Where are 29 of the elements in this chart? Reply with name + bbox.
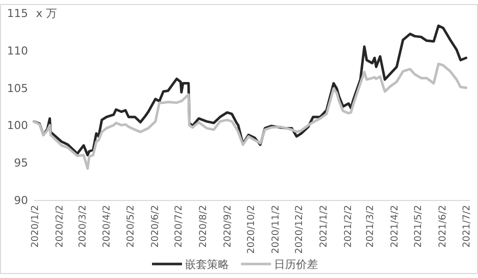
- x-tick-label: 2021/5/2: [413, 205, 424, 248]
- y-tick-label: 105: [7, 82, 28, 95]
- y-tick-label: 100: [7, 119, 28, 132]
- x-tick-label: 2021/2/2: [343, 205, 354, 248]
- x-tick-label: 2021/6/2: [438, 205, 449, 248]
- legend-label: 嵌套策略: [185, 258, 229, 271]
- x-tick-label: 2020/10/2: [246, 205, 258, 254]
- x-tick-label: 2020/4/2: [102, 205, 113, 248]
- x-tick-label: 2021/4/2: [390, 205, 401, 248]
- x-tick-label: 2020/8/2: [198, 205, 209, 248]
- y-tick-label: 110: [7, 44, 28, 58]
- x-tick-label: 2020/5/2: [125, 205, 136, 248]
- y-axis-title: x 万: [36, 7, 58, 20]
- line-series: [32, 62, 468, 170]
- x-tick-label: 2020/2/2: [54, 205, 66, 248]
- x-tick-label: 2021/1/2: [318, 205, 330, 248]
- x-tick-label: 2020/9/2: [222, 205, 234, 248]
- x-tick-label: 2021/7/2: [461, 205, 472, 248]
- x-tick-label: 2020/1/2: [30, 205, 41, 248]
- y-tick-label: 115: [7, 7, 28, 20]
- x-tick-label: 2020/11/2: [270, 205, 282, 254]
- legend-label: 日历价差: [274, 258, 318, 271]
- x-tick-label: 2020/7/2: [173, 205, 184, 248]
- x-tick-label: 2021/3/2: [365, 205, 376, 248]
- x-tick-label: 2020/3/2: [77, 205, 88, 248]
- y-tick-label: 95: [14, 156, 28, 170]
- y-tick-label: 90: [14, 194, 28, 207]
- x-tick-label: 2020/12/2: [294, 205, 306, 254]
- x-tick-label: 2020/6/2: [150, 205, 161, 248]
